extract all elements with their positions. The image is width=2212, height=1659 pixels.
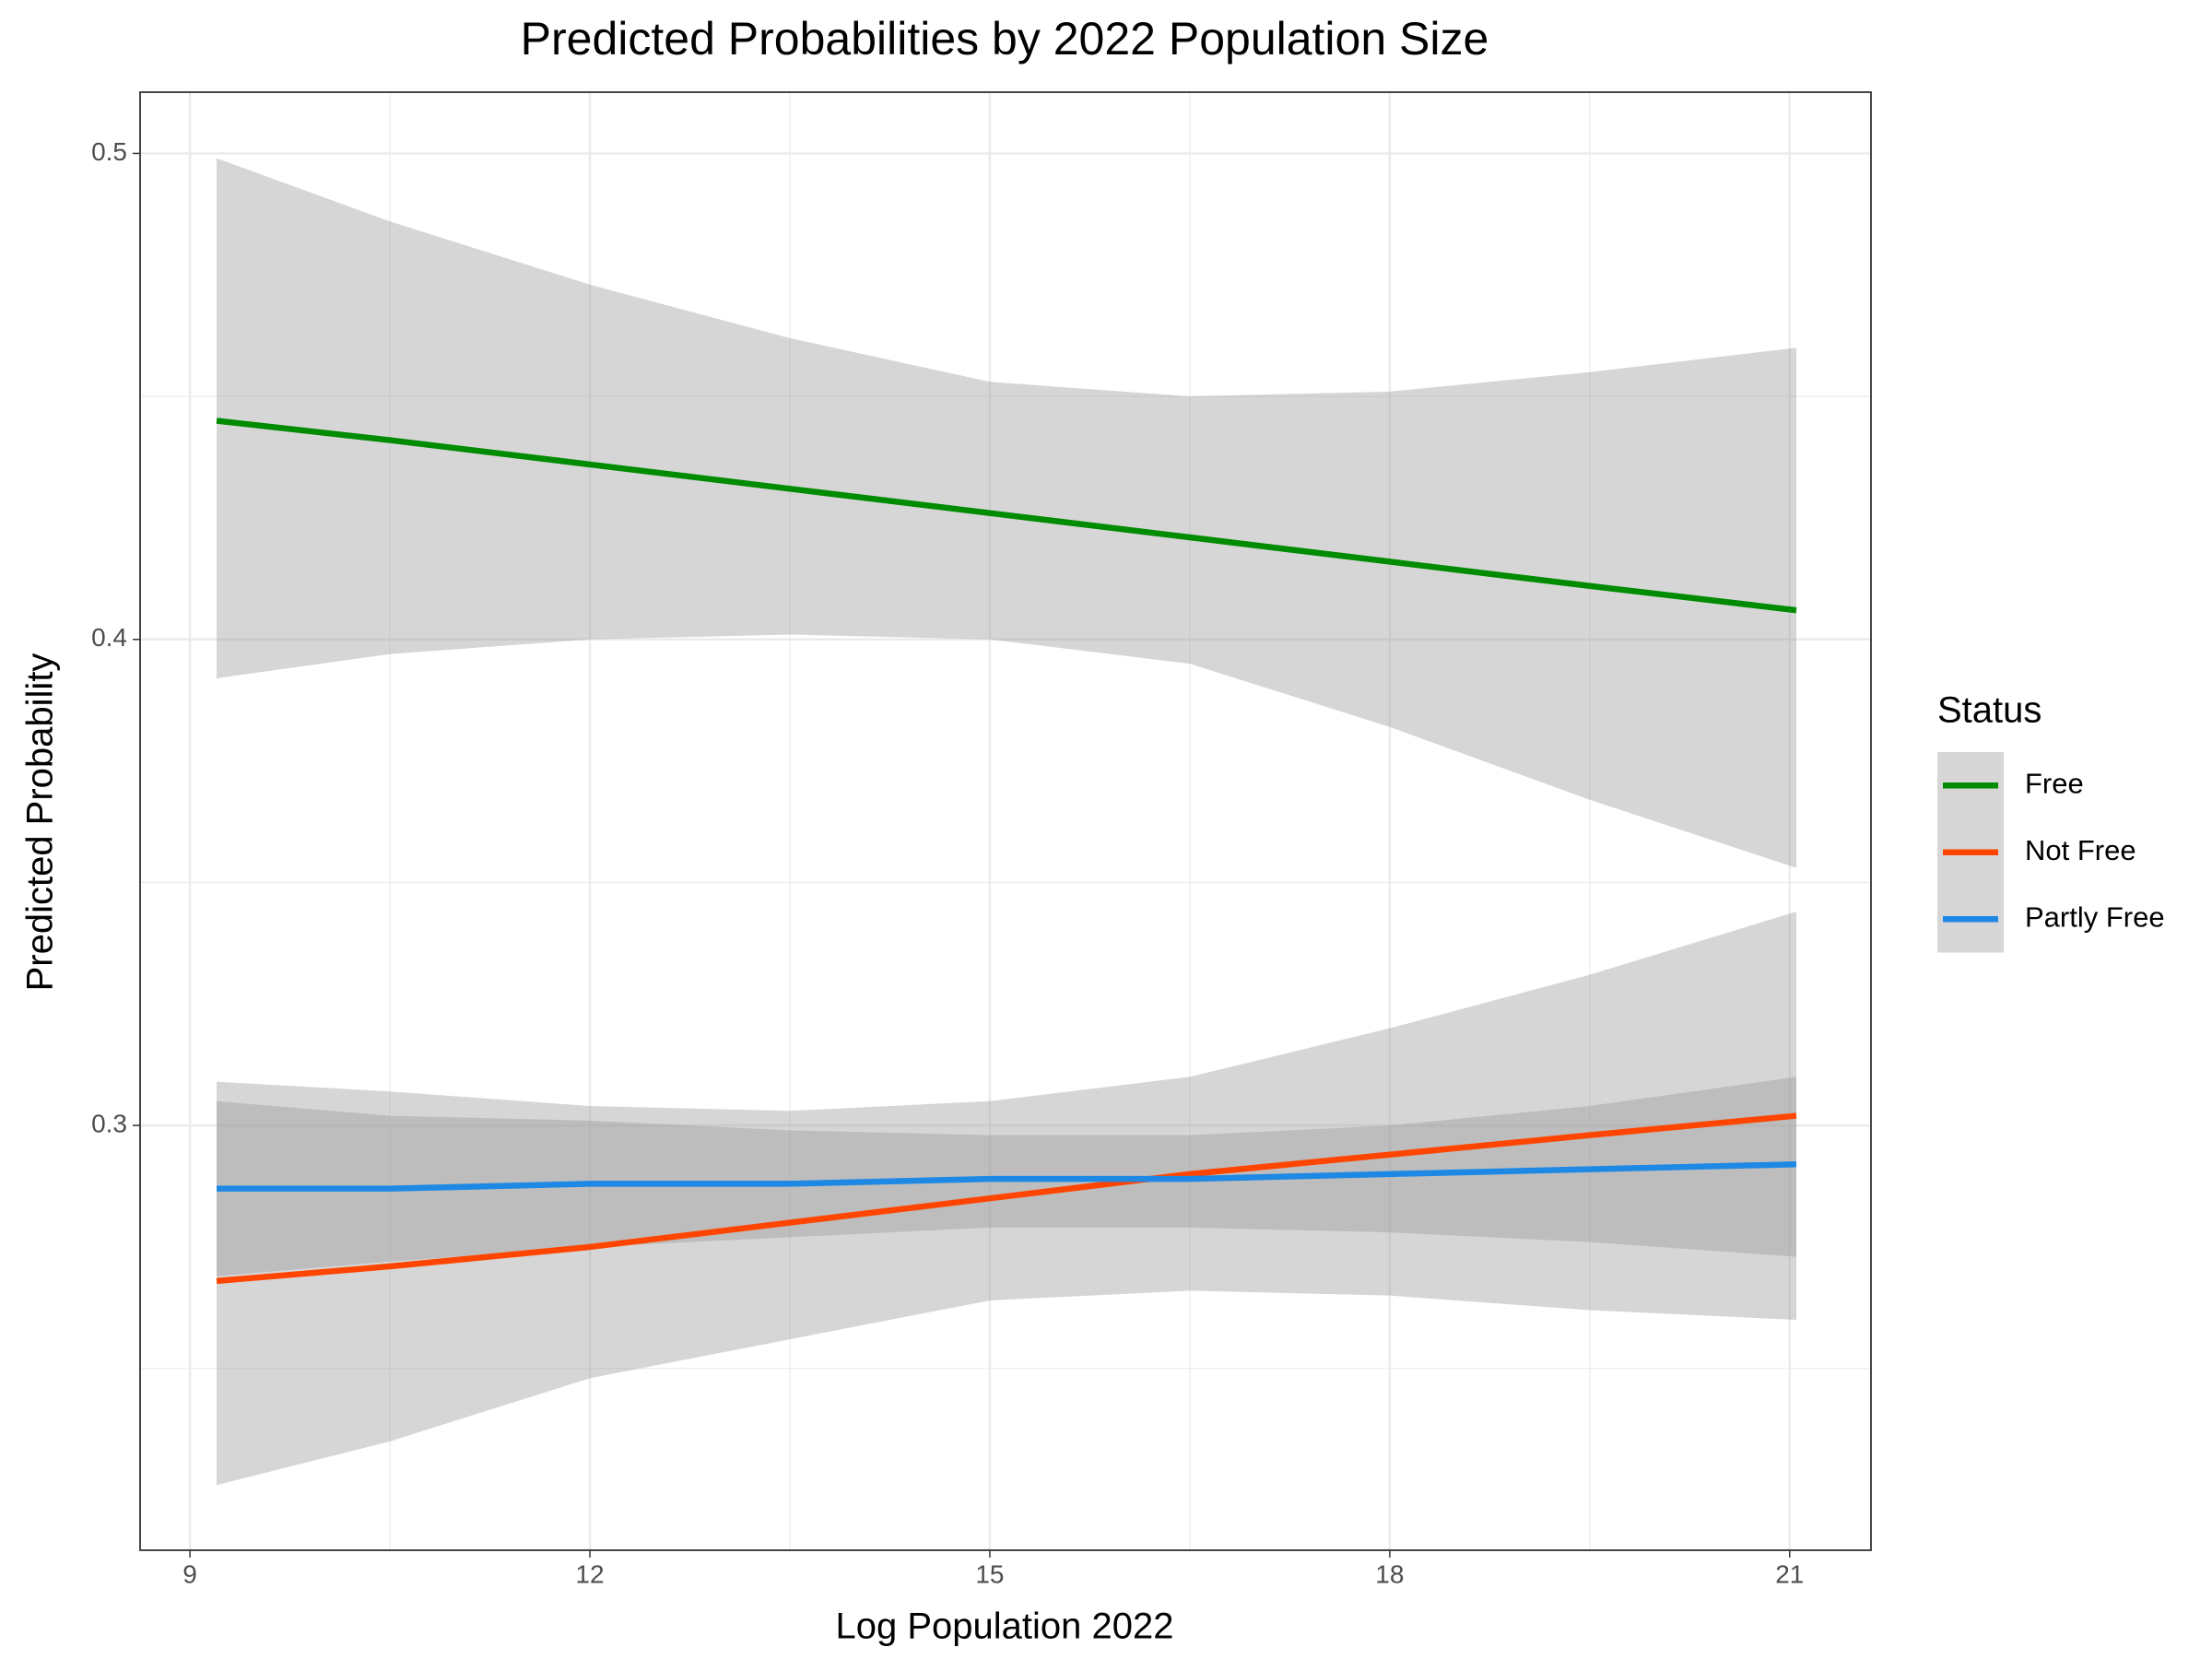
x-tick-label: 9 <box>182 1559 197 1588</box>
legend-label: Free <box>2025 767 2084 799</box>
legend-label: Not Free <box>2025 834 2136 866</box>
legend-title: Status <box>1937 690 2041 731</box>
y-tick-label: 0.5 <box>91 137 127 166</box>
plot-border <box>139 91 1872 1551</box>
x-tick-label: 12 <box>575 1559 604 1588</box>
series-line <box>216 1112 1797 1285</box>
y-axis-title: Predicted Probability <box>20 653 61 992</box>
x-tick-label: 15 <box>975 1559 1004 1588</box>
series-line <box>216 418 1797 614</box>
x-tick-label: 21 <box>1775 1559 1804 1588</box>
y-tick-label: 0.4 <box>91 623 127 652</box>
legend-label: Partly Free <box>2025 900 2165 933</box>
x-tick-label: 18 <box>1375 1559 1404 1588</box>
x-axis-title: Log Population 2022 <box>836 1606 1174 1647</box>
chart-title: Predicted Probabilities by 2022 Populati… <box>521 13 1489 65</box>
y-tick-label: 0.3 <box>91 1110 127 1138</box>
series-line <box>217 1161 1797 1192</box>
